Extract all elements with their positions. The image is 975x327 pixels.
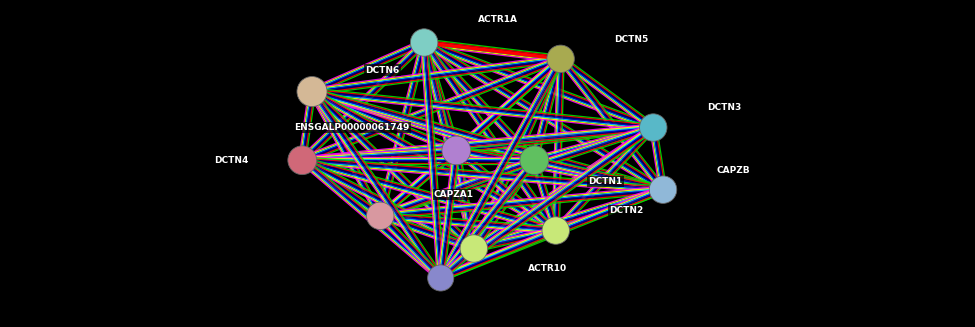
Circle shape bbox=[542, 217, 569, 244]
Circle shape bbox=[428, 265, 453, 291]
Text: ACTR1A: ACTR1A bbox=[478, 15, 518, 24]
Text: CAPZA1: CAPZA1 bbox=[434, 190, 474, 199]
Circle shape bbox=[297, 77, 327, 107]
Text: DCTN6: DCTN6 bbox=[366, 66, 400, 75]
Text: DCTN5: DCTN5 bbox=[614, 35, 648, 44]
Circle shape bbox=[640, 114, 667, 141]
Text: ENSGALP00000061749: ENSGALP00000061749 bbox=[294, 123, 410, 132]
Text: ACTR10: ACTR10 bbox=[527, 264, 566, 273]
Text: DCTN2: DCTN2 bbox=[609, 206, 644, 215]
Circle shape bbox=[649, 176, 677, 203]
Text: CAPZB: CAPZB bbox=[717, 165, 750, 175]
Circle shape bbox=[460, 235, 488, 262]
Text: DCTN1: DCTN1 bbox=[588, 177, 622, 186]
Circle shape bbox=[367, 202, 394, 230]
Circle shape bbox=[547, 45, 574, 73]
Text: DCTN3: DCTN3 bbox=[707, 103, 741, 112]
Circle shape bbox=[520, 146, 549, 175]
Text: DCTN4: DCTN4 bbox=[214, 156, 249, 165]
Circle shape bbox=[288, 146, 317, 175]
Circle shape bbox=[442, 136, 471, 165]
Circle shape bbox=[410, 29, 438, 56]
